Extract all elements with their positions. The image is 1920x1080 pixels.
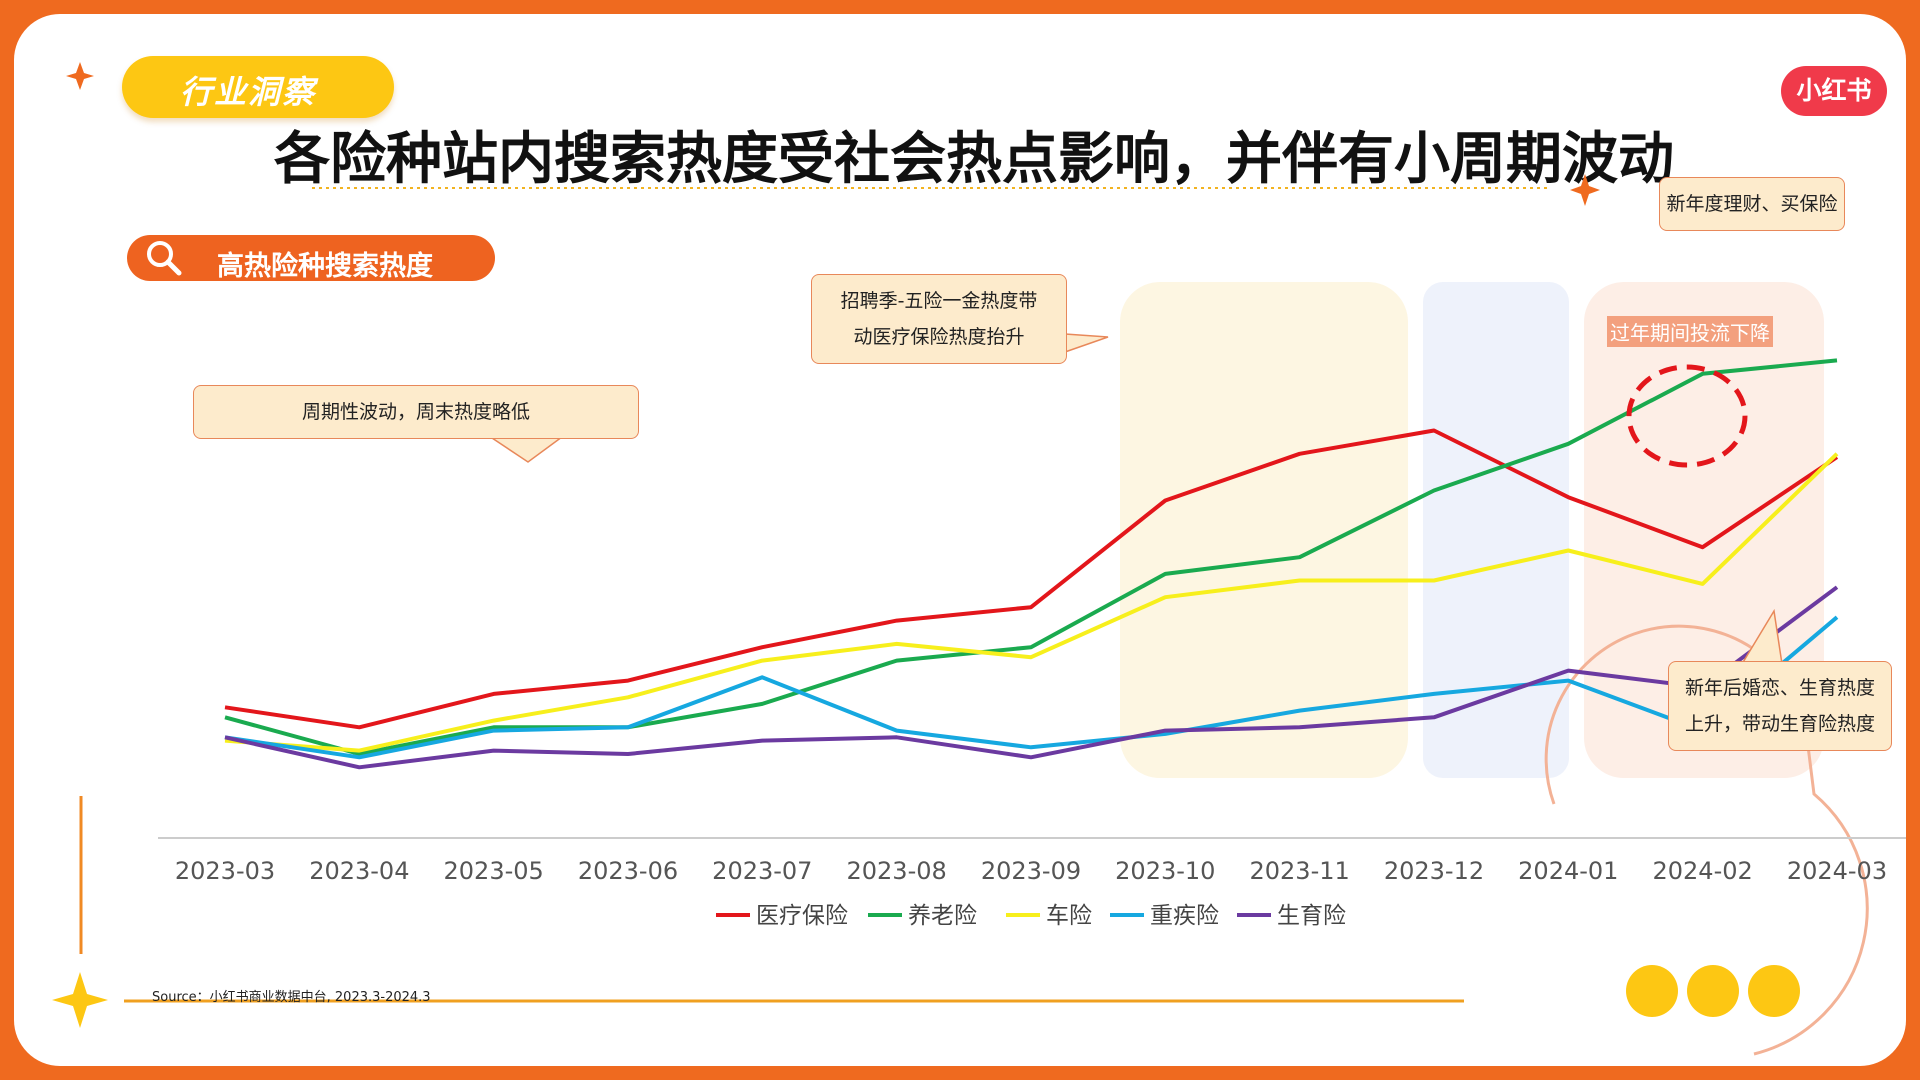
holiday-dip-marker — [1626, 364, 1748, 468]
callout-holiday-label: 过年期间投流下降 — [1607, 316, 1773, 347]
legend-label-0: 医疗保险 — [756, 903, 848, 929]
callout-birth-line2: 上升，带动生育险热度 — [1684, 713, 1875, 735]
sparkle-icon — [66, 62, 94, 90]
x-tick-label: 2023-11 — [1249, 857, 1349, 885]
callout-new-year: 新年度理财、买保险 — [1659, 177, 1845, 231]
decor-dot — [1626, 965, 1678, 1017]
x-tick-label: 2023-05 — [444, 857, 544, 885]
callout-weekly-fluctuation: 周期性波动，周末热度略低 — [193, 385, 639, 439]
legend-label-3: 重疾险 — [1150, 903, 1219, 929]
source-note: Source：小红书商业数据中台, 2023.3-2024.3 — [152, 990, 431, 1005]
x-tick-label: 2023-06 — [578, 857, 678, 885]
callout-recruitment-line1: 招聘季-五险一金热度带 — [840, 290, 1038, 312]
legend-label-4: 生育险 — [1277, 903, 1346, 929]
x-tick-label: 2023-04 — [309, 857, 409, 885]
legend-label-1: 养老险 — [908, 903, 977, 929]
x-tick-label: 2024-03 — [1787, 857, 1887, 885]
sparkle-icon — [52, 972, 108, 1028]
callout-recruitment: 招聘季-五险一金热度带 动医疗保险热度抬升 — [811, 274, 1067, 364]
section-tag: 行业洞察 — [122, 56, 394, 118]
chart-section-label: 高热险种搜索热度 — [127, 235, 495, 282]
xiaohongshu-logo: 小红书 — [1781, 66, 1887, 116]
decor-dot — [1687, 965, 1739, 1017]
callout-birth-insurance: 新年后婚恋、生育热度 上升，带动生育险热度 — [1668, 661, 1892, 751]
slide-card: 行业洞察 小红书 各险种站内搜索热度受社会热点影响，并伴有小周期波动 高热险种搜… — [14, 14, 1906, 1066]
callout-weekly-text: 周期性波动，周末热度略低 — [301, 401, 530, 423]
line-chart: 2023-03 2023-04 2023-05 2023-06 2023-07 2023-… — [52, 62, 1906, 1056]
chart-section-label-text: 高热险种搜索热度 — [217, 251, 433, 282]
page-title: 各险种站内搜索热度受社会热点影响，并伴有小周期波动 — [274, 127, 1674, 192]
x-tick-label: 2023-07 — [712, 857, 812, 885]
x-tick-label: 2024-02 — [1652, 857, 1752, 885]
x-tick-label: 2023-03 — [175, 857, 275, 885]
section-tag-label: 行业洞察 — [180, 73, 317, 111]
x-tick-label: 2023-09 — [981, 857, 1081, 885]
x-tick-label: 2023-10 — [1115, 857, 1215, 885]
x-tick-label: 2023-12 — [1384, 857, 1484, 885]
callout-recruitment-line2: 动医疗保险热度抬升 — [853, 326, 1025, 348]
callout-new-year-text: 新年度理财、买保险 — [1666, 193, 1838, 215]
x-tick-label: 2023-08 — [847, 857, 947, 885]
x-tick-label: 2024-01 — [1518, 857, 1618, 885]
sparkle-icon — [1570, 174, 1600, 206]
decor-dot — [1748, 965, 1800, 1017]
highlight-band-december — [1423, 282, 1569, 778]
callout-birth-line1: 新年后婚恋、生育热度 — [1684, 677, 1875, 699]
highlight-band-autumn — [1120, 282, 1408, 778]
search-icon — [147, 241, 182, 276]
legend-label-2: 车险 — [1046, 903, 1092, 929]
